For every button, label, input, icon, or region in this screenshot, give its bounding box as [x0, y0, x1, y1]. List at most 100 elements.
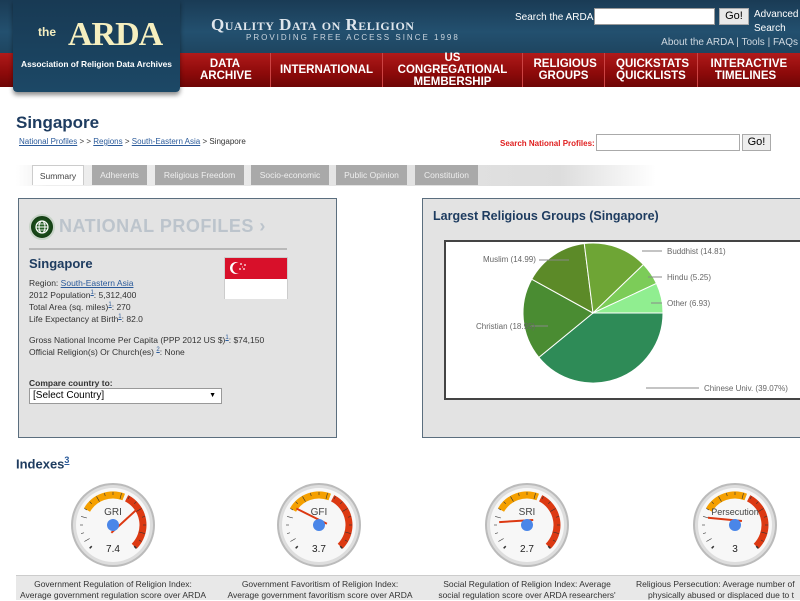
logo-the: the — [38, 25, 56, 39]
area-value: : 270 — [111, 302, 131, 312]
compare-label: Compare country to: — [29, 378, 113, 388]
life-expectancy-row: Life Expectancy at Birth1: 82.0 — [29, 314, 143, 324]
nav-international[interactable]: INTERNATIONAL — [270, 53, 382, 87]
gauge-gfi: GFI 3.7 — [276, 482, 362, 568]
faqs-link[interactable]: FAQs — [772, 37, 798, 48]
pie-slice — [522, 278, 594, 359]
nav-us-congregational[interactable]: US CONGREGATIONAL MEMBERSHIP — [382, 52, 522, 88]
footnote-link[interactable]: 2 — [156, 347, 160, 354]
tab-constitution[interactable]: Constitution — [415, 165, 478, 185]
page-title: Singapore — [16, 113, 100, 132]
svg-text:GRI: GRI — [104, 507, 122, 518]
desc-line: Religious Persecution: Average number of — [636, 579, 795, 589]
national-profile-panel: NATIONAL PROFILES › Singapore Region: So… — [18, 198, 337, 438]
svg-text:3.7: 3.7 — [312, 544, 326, 555]
nav-label: US CONGREGATIONAL MEMBERSHIP — [397, 52, 508, 88]
nav-label: QUICKSTATS QUICKLISTS — [616, 58, 690, 82]
logo-arda: ARDA — [68, 16, 163, 53]
flag-icon — [224, 257, 288, 299]
svg-text:Persecution: Persecution — [711, 507, 759, 517]
region-row: Region: South-Eastern Asia — [29, 278, 133, 288]
svg-text:SRI: SRI — [519, 507, 536, 518]
gni-label: Gross National Income Per Capita (PPP 20… — [29, 335, 226, 345]
gauge-dial: Persecution 3 — [693, 483, 777, 567]
tab-public-opinion[interactable]: Public Opinion — [336, 165, 407, 185]
national-profiles-heading: NATIONAL PROFILES › — [59, 216, 266, 236]
breadcrumb-national-profiles[interactable]: National Profiles — [19, 137, 78, 146]
tab-summary[interactable]: Summary — [32, 165, 84, 185]
tools-link[interactable]: Tools — [741, 37, 765, 48]
top-links: About the ARDA | Tools | FAQs — [661, 37, 798, 48]
breadcrumb: National Profiles > > Regions > South-Ea… — [19, 137, 246, 146]
gauge-sri: SRI 2.7 — [484, 482, 570, 568]
divider — [29, 248, 287, 250]
official-religion-row: Official Religion(s) Or Church(es) 2: No… — [29, 347, 185, 357]
pie-label-christian: Christian (18.95) — [476, 322, 536, 331]
separator: | — [736, 37, 739, 48]
tab-socio-economic[interactable]: Socio-economic — [251, 165, 329, 185]
region-label: Region: — [29, 278, 61, 288]
separator: | — [767, 37, 771, 48]
gni-row: Gross National Income Per Capita (PPP 20… — [29, 335, 264, 345]
np-search-input[interactable] — [596, 134, 740, 151]
population-value: : 5,312,400 — [93, 290, 137, 300]
site-search-input[interactable] — [594, 8, 715, 25]
life-value: : 82.0 — [121, 314, 143, 324]
tab-religious-freedom[interactable]: Religious Freedom — [155, 165, 244, 185]
desc-line: Average government favoritism score over… — [227, 590, 413, 600]
compare-country-select[interactable]: [Select Country] ▼ — [29, 388, 222, 404]
region-link[interactable]: South-Eastern Asia — [60, 278, 134, 288]
advanced-search-link[interactable]: Advanced Search — [754, 9, 800, 36]
svg-text:GFI: GFI — [311, 507, 328, 518]
footnote-link[interactable]: 1 — [108, 302, 112, 309]
tab-adherents[interactable]: Adherents — [92, 165, 147, 185]
nav-quickstats[interactable]: QUICKSTATS QUICKLISTS — [604, 53, 697, 87]
gauge-dial: GRI 7.4 — [71, 483, 155, 567]
gauge-dial: GFI 3.7 — [277, 483, 361, 567]
nav-timelines[interactable]: INTERACTIVE TIMELINES — [697, 53, 793, 87]
desc-line: Social Regulation of Religion Index: Ave… — [443, 579, 611, 589]
footnote-link[interactable]: 3 — [64, 455, 70, 465]
tagline: Quality Data on Religion — [211, 15, 415, 34]
footnote-link[interactable]: 1 — [90, 290, 94, 297]
desc-gri: Government Regulation of Religion Index:… — [13, 579, 213, 601]
desc-sri: Social Regulation of Religion Index: Ave… — [427, 579, 627, 601]
nav-label: DATA ARCHIVE — [200, 58, 252, 82]
area-label: Total Area (sq. miles) — [29, 302, 109, 312]
globe-icon — [29, 214, 55, 240]
pie-svg — [522, 242, 699, 389]
nav-religious-groups[interactable]: RELIGIOUS GROUPS — [522, 53, 604, 87]
nav-label: INTERNATIONAL — [279, 64, 374, 76]
breadcrumb-regions[interactable]: Regions — [93, 137, 123, 146]
desc-gfi: Government Favoritism of Religion Index:… — [220, 579, 420, 601]
np-search-go-button[interactable]: Go! — [742, 134, 771, 151]
about-link[interactable]: About the ARDA — [661, 37, 734, 48]
desc-persecution: Religious Persecution: Average number of… — [636, 579, 800, 601]
gauge-persecution: Persecution 3 — [692, 482, 778, 568]
desc-line: Government Regulation of Religion Index: — [34, 579, 192, 589]
footnote-link[interactable]: 1 — [118, 314, 122, 321]
breadcrumb-current: Singapore — [209, 137, 246, 146]
advanced-search-label: Advanced Search — [754, 9, 799, 34]
desc-line: physically abused or displaced due to t — [648, 590, 795, 600]
official-label: Official Religion(s) Or Church(es) — [29, 347, 157, 357]
indexes-heading: Indexes3 — [16, 455, 69, 471]
np-search-label: Search National Profiles: — [500, 139, 595, 148]
breadcrumb-sep: > > — [77, 137, 94, 146]
dropdown-arrow-icon: ▼ — [209, 392, 216, 399]
gni-value: : $74,150 — [228, 335, 265, 345]
desc-line: Government Favoritism of Religion Index: — [241, 579, 399, 589]
site-search-go-button[interactable]: Go! — [719, 8, 749, 25]
breadcrumb-region[interactable]: South-Eastern Asia — [131, 137, 201, 146]
area-row: Total Area (sq. miles)1: 270 — [29, 302, 131, 312]
pie-label-muslim: Muslim (14.99) — [483, 255, 536, 264]
pie-label-chinese: Chinese Univ. (39.07%) — [704, 384, 788, 393]
svg-text:2.7: 2.7 — [520, 544, 534, 555]
religious-groups-panel: Largest Religious Groups (Singapore) Mus… — [422, 198, 800, 438]
footnote-link[interactable]: 1 — [225, 335, 229, 342]
arda-logo[interactable]: the ARDA Association of Religion Data Ar… — [13, 0, 180, 92]
nav-data-archive[interactable]: DATA ARCHIVE — [180, 53, 270, 87]
indexes-title: Indexes — [16, 456, 65, 472]
country-name: Singapore — [29, 256, 93, 271]
pie-slice — [592, 282, 664, 314]
